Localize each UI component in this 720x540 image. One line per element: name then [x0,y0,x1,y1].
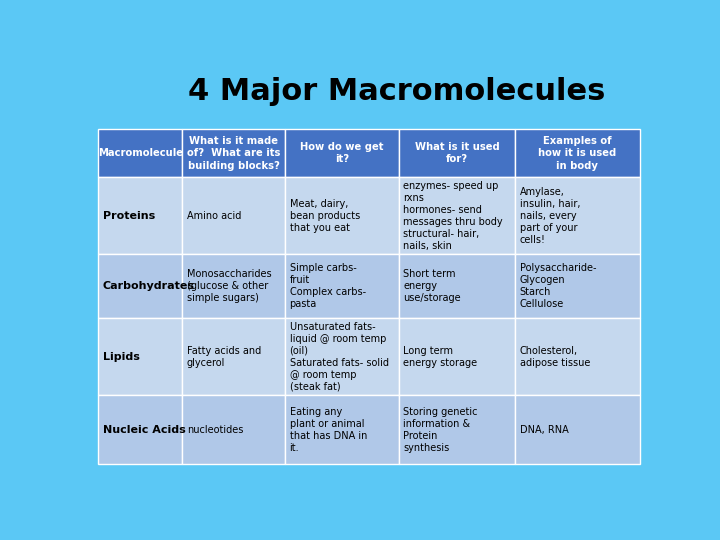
Text: DNA, RNA: DNA, RNA [520,424,568,435]
Text: Simple carbs-
fruit
Complex carbs-
pasta: Simple carbs- fruit Complex carbs- pasta [289,263,366,309]
FancyBboxPatch shape [99,254,182,319]
Text: Long term
energy storage: Long term energy storage [403,346,477,368]
FancyBboxPatch shape [515,254,639,319]
Text: Cholesterol,
adipose tissue: Cholesterol, adipose tissue [520,346,590,368]
Text: Meat, dairy,
bean products
that you eat: Meat, dairy, bean products that you eat [289,199,360,233]
Text: Monosaccharides
(glucose & other
simple sugars): Monosaccharides (glucose & other simple … [186,269,271,303]
FancyBboxPatch shape [182,395,285,464]
FancyBboxPatch shape [399,395,515,464]
Text: Storing genetic
information &
Protein
synthesis: Storing genetic information & Protein sy… [403,407,478,453]
Text: Macromolecule: Macromolecule [98,148,183,158]
FancyBboxPatch shape [399,319,515,395]
FancyBboxPatch shape [99,129,182,177]
FancyBboxPatch shape [182,254,285,319]
Text: Nucleic Acids: Nucleic Acids [103,424,186,435]
FancyBboxPatch shape [182,319,285,395]
Text: 4 Major Macromolecules: 4 Major Macromolecules [188,77,606,106]
Text: Lipids: Lipids [103,352,140,362]
FancyBboxPatch shape [285,254,399,319]
FancyBboxPatch shape [515,395,639,464]
Text: Short term
energy
use/storage: Short term energy use/storage [403,269,461,303]
Text: How do we get
it?: How do we get it? [300,142,384,164]
FancyBboxPatch shape [99,177,182,254]
Text: Proteins: Proteins [103,211,155,220]
Text: Fatty acids and
glycerol: Fatty acids and glycerol [186,346,261,368]
FancyBboxPatch shape [182,177,285,254]
Text: What is it used
for?: What is it used for? [415,142,500,164]
FancyBboxPatch shape [285,129,399,177]
FancyBboxPatch shape [399,177,515,254]
FancyBboxPatch shape [99,319,182,395]
Text: Carbohydrates: Carbohydrates [103,281,195,291]
Text: What is it made
of?  What are its
building blocks?: What is it made of? What are its buildin… [187,136,280,171]
Text: Eating any
plant or animal
that has DNA in
it.: Eating any plant or animal that has DNA … [289,407,367,453]
FancyBboxPatch shape [515,129,639,177]
Text: Amino acid: Amino acid [186,211,241,220]
Text: Polysaccharide-
Glycogen
Starch
Cellulose: Polysaccharide- Glycogen Starch Cellulos… [520,263,596,309]
Text: Unsaturated fats-
liquid @ room temp
(oil)
Saturated fats- solid
@ room temp
(st: Unsaturated fats- liquid @ room temp (oi… [289,322,389,392]
Text: Examples of
how it is used
in body: Examples of how it is used in body [539,136,616,171]
FancyBboxPatch shape [99,395,182,464]
FancyBboxPatch shape [285,177,399,254]
Text: Amylase,
insulin, hair,
nails, every
part of your
cells!: Amylase, insulin, hair, nails, every par… [520,186,580,245]
FancyBboxPatch shape [399,254,515,319]
Text: nucleotides: nucleotides [186,424,243,435]
Text: enzymes- speed up
rxns
hormones- send
messages thru body
structural- hair,
nails: enzymes- speed up rxns hormones- send me… [403,180,503,251]
FancyBboxPatch shape [285,319,399,395]
FancyBboxPatch shape [515,319,639,395]
FancyBboxPatch shape [285,395,399,464]
FancyBboxPatch shape [399,129,515,177]
FancyBboxPatch shape [182,129,285,177]
FancyBboxPatch shape [515,177,639,254]
